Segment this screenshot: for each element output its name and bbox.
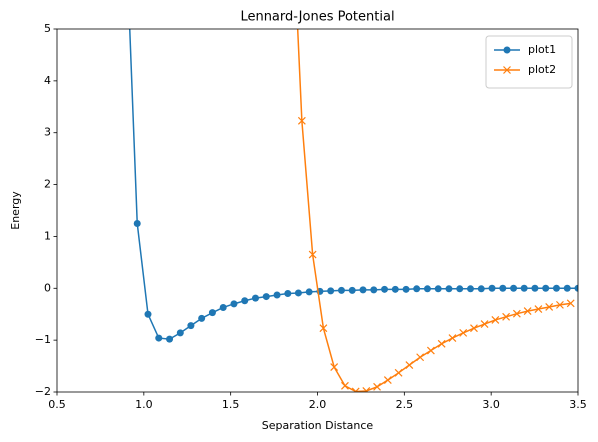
data-point	[413, 285, 421, 293]
data-point	[166, 335, 174, 343]
data-point	[563, 284, 571, 292]
data-point	[426, 346, 435, 355]
data-point	[480, 320, 489, 328]
x-tick-label: 3.0	[482, 398, 500, 411]
data-point	[348, 286, 356, 294]
data-point	[230, 300, 238, 308]
data-point	[337, 286, 345, 294]
data-point	[523, 307, 532, 316]
y-tick-label: −1	[35, 333, 51, 346]
data-point	[351, 387, 360, 392]
x-tick-label: 2.5	[396, 398, 414, 411]
data-point	[341, 381, 349, 390]
data-point	[556, 300, 564, 309]
data-point	[448, 334, 457, 342]
data-point	[133, 219, 141, 227]
data-point	[552, 284, 560, 292]
x-tick-label: 2.0	[309, 398, 327, 411]
data-point	[510, 284, 518, 292]
data-point	[520, 284, 528, 292]
data-point	[488, 284, 496, 292]
data-point	[491, 315, 500, 324]
data-point	[459, 328, 468, 337]
data-point	[456, 285, 464, 293]
data-point	[187, 322, 195, 330]
data-point	[359, 286, 367, 294]
data-point	[477, 285, 485, 293]
data-point	[294, 289, 302, 297]
x-axis-label: Separation Distance	[262, 419, 374, 432]
data-point	[566, 299, 575, 308]
data-point	[297, 116, 306, 125]
data-point	[383, 376, 392, 384]
data-point	[198, 314, 206, 322]
data-point	[437, 339, 446, 348]
data-point	[545, 303, 554, 311]
y-tick-label: 4	[44, 74, 51, 87]
data-point	[542, 284, 550, 292]
y-axis-label: Energy	[9, 191, 22, 230]
data-point	[394, 368, 403, 377]
data-point	[252, 294, 260, 302]
data-point	[512, 309, 521, 318]
data-point	[381, 285, 389, 293]
data-point	[241, 297, 249, 305]
data-point	[467, 285, 475, 293]
x-tick-label: 3.5	[569, 398, 587, 411]
data-point	[327, 287, 335, 295]
data-point	[208, 309, 216, 317]
legend-marker	[503, 46, 511, 54]
y-tick-label: 3	[44, 126, 51, 139]
data-point	[144, 310, 152, 318]
data-point	[391, 285, 399, 293]
data-point	[370, 286, 378, 294]
data-point	[531, 284, 539, 292]
data-point	[308, 250, 317, 259]
legend-label: plot1	[528, 43, 556, 56]
plot-area	[128, 29, 578, 392]
data-point	[219, 303, 227, 311]
data-point	[330, 363, 339, 372]
data-point	[502, 312, 511, 321]
legend-label: plot2	[528, 63, 556, 76]
data-point	[362, 387, 371, 392]
x-tick-label: 1.0	[135, 398, 153, 411]
legend-marker	[503, 66, 511, 74]
x-tick-label: 0.5	[48, 398, 66, 411]
data-point	[499, 284, 507, 292]
y-tick-label: 0	[44, 281, 51, 294]
data-point	[574, 284, 578, 292]
y-tick-label: 2	[44, 178, 51, 191]
data-point	[305, 288, 313, 296]
chart-title: Lennard-Jones Potential	[240, 10, 394, 25]
data-point	[319, 324, 328, 333]
data-point	[416, 353, 425, 362]
y-tick-label: −2	[35, 385, 51, 398]
y-tick-label: 5	[44, 22, 51, 35]
data-point	[273, 291, 281, 299]
data-point	[405, 361, 414, 369]
data-point	[262, 293, 270, 301]
data-point	[534, 305, 543, 313]
data-point	[470, 324, 478, 333]
data-point	[423, 285, 431, 293]
data-point	[176, 329, 184, 337]
data-point	[155, 334, 163, 342]
y-tick-label: 1	[44, 229, 51, 242]
data-point	[373, 382, 381, 391]
data-point	[402, 285, 410, 293]
data-point	[434, 285, 442, 293]
data-point	[445, 285, 453, 293]
x-tick-label: 1.5	[222, 398, 240, 411]
data-point	[284, 289, 292, 297]
